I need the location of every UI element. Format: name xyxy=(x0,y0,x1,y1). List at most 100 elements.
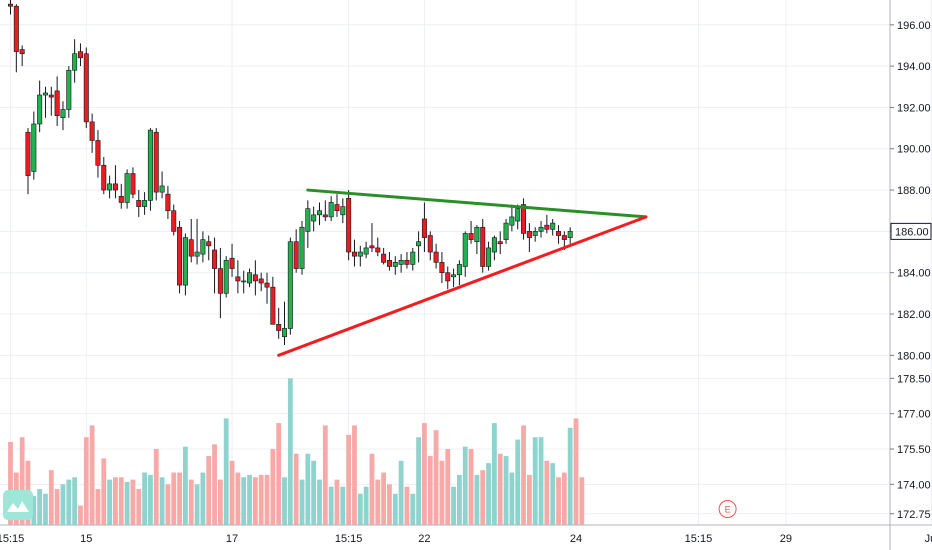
earnings-marker-circle[interactable] xyxy=(718,500,737,518)
trendlines[interactable] xyxy=(277,188,648,357)
volume-bar xyxy=(136,489,142,525)
candle-body xyxy=(474,226,480,243)
volume-bar xyxy=(357,493,363,525)
candle-body xyxy=(188,239,194,257)
candle-body xyxy=(19,49,25,55)
candle-body xyxy=(72,53,78,71)
price-tick-label: 188.00 xyxy=(897,185,931,197)
volume-bar xyxy=(369,453,375,525)
volume-bar xyxy=(118,477,124,525)
volume-bar xyxy=(107,479,113,525)
volume-bar xyxy=(509,472,515,525)
candle-body xyxy=(468,233,474,240)
volume-tick-label: 172.75 xyxy=(897,509,931,521)
volume-bar xyxy=(206,456,212,525)
volume-bar xyxy=(322,425,328,525)
candle-body xyxy=(241,280,247,283)
volume-bar xyxy=(532,437,538,525)
candle-body xyxy=(101,164,107,191)
candle-body xyxy=(276,324,282,331)
candle-body xyxy=(270,286,276,325)
candle-body xyxy=(305,208,311,232)
volume-bar xyxy=(276,423,282,525)
volume-tick-label: 177.00 xyxy=(897,409,931,421)
volume-bar xyxy=(177,472,182,525)
candle-body xyxy=(386,259,392,267)
time-tick-label: 15:15 xyxy=(685,533,713,545)
volume-bar xyxy=(474,474,480,525)
volume-bar xyxy=(78,505,83,525)
candle-body xyxy=(427,235,433,253)
candle-body xyxy=(416,241,422,247)
candle-body xyxy=(497,241,503,245)
volume-bar xyxy=(352,425,357,525)
volume-bar xyxy=(153,449,159,525)
volume-bar xyxy=(252,477,258,525)
volume-bar xyxy=(66,479,72,525)
candle-body xyxy=(398,259,404,265)
volume-bar xyxy=(200,472,206,525)
volume-tick-label: 175.50 xyxy=(897,444,931,456)
volume-bar xyxy=(462,446,468,525)
candle-body xyxy=(346,198,352,253)
candle-body xyxy=(130,173,136,195)
candle-body xyxy=(287,241,293,329)
candle-body xyxy=(252,274,258,282)
time-tick-label: 15:15 xyxy=(335,533,363,545)
volume-bar xyxy=(101,458,107,525)
candle-body xyxy=(311,214,317,222)
volume-bar xyxy=(398,460,404,525)
candle-body xyxy=(462,233,468,267)
candle-body xyxy=(206,241,212,247)
time-tick-label: 24 xyxy=(570,533,582,545)
volume-bar xyxy=(258,474,264,525)
logo-mark xyxy=(7,501,29,512)
candle-body xyxy=(456,264,462,276)
volume-bar xyxy=(538,437,544,525)
candle-body xyxy=(282,328,288,338)
candle-body xyxy=(165,193,171,212)
candle-body xyxy=(235,276,241,282)
candle-body xyxy=(229,257,235,269)
trendline[interactable] xyxy=(277,215,648,357)
price-tick-label: 196.00 xyxy=(897,20,931,32)
tradingview-logo-icon[interactable] xyxy=(3,490,33,520)
candle-body xyxy=(159,185,165,193)
volume-bar xyxy=(188,479,194,525)
volume-bar xyxy=(567,427,573,525)
candle-body xyxy=(223,259,229,294)
volume-bar xyxy=(468,449,474,525)
volume-bar xyxy=(223,418,229,525)
candle-body xyxy=(322,214,328,218)
volume-bar xyxy=(556,477,561,525)
volume-bar xyxy=(497,453,503,525)
volume-bar xyxy=(241,477,247,525)
volume-bar xyxy=(579,477,585,525)
volume-bar xyxy=(287,378,293,525)
candle-body xyxy=(526,231,532,238)
candle-body xyxy=(264,282,270,288)
candle-body xyxy=(369,245,375,249)
volume-bar xyxy=(439,460,445,525)
volume-bar xyxy=(305,453,311,525)
candle-body xyxy=(433,251,439,263)
volume-bar xyxy=(445,449,451,525)
volume-bar xyxy=(375,479,381,525)
event-marker[interactable]: E xyxy=(718,500,737,518)
volume-bar xyxy=(486,463,491,525)
price-tick-label: 182.00 xyxy=(897,309,931,321)
candle-body xyxy=(556,231,562,236)
candle-body xyxy=(439,262,445,273)
candle-body xyxy=(13,5,19,52)
current-price-box xyxy=(890,222,932,240)
volume-bar xyxy=(381,472,387,525)
candle-body xyxy=(340,206,346,216)
candle-body xyxy=(142,200,148,207)
trendline[interactable] xyxy=(306,188,648,219)
candle-body xyxy=(177,226,183,286)
candle-body xyxy=(544,224,550,230)
volume-bar xyxy=(171,472,177,525)
candle-body xyxy=(136,200,142,207)
candle-body xyxy=(381,253,387,263)
